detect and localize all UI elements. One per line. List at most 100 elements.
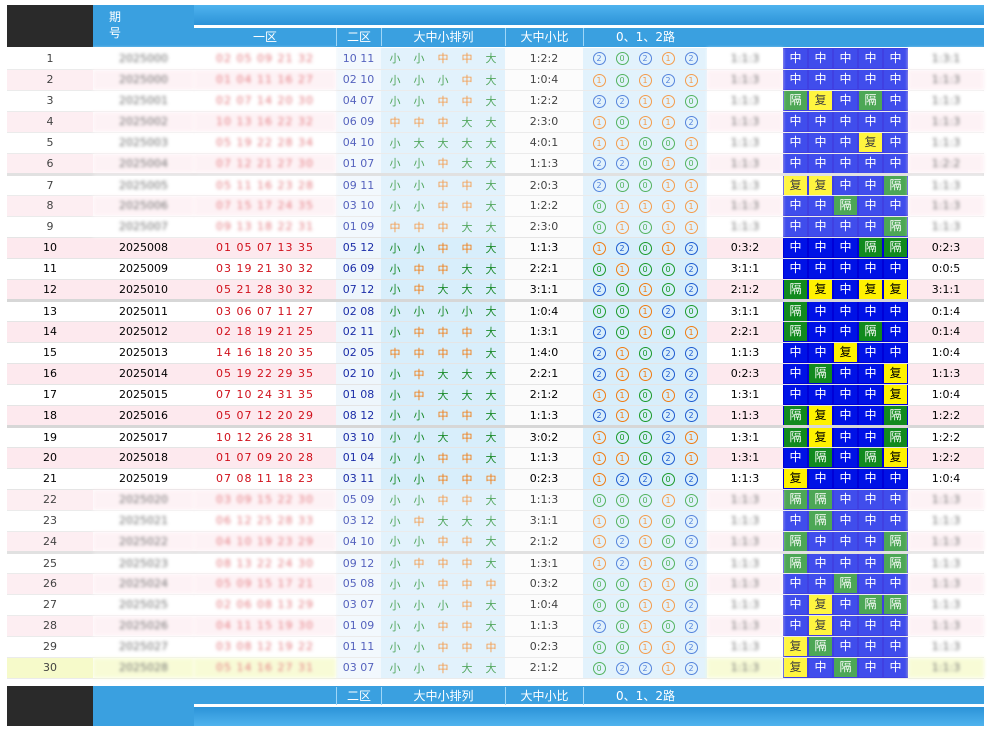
ratio-a-cell: 2:2:1 — [707, 321, 783, 343]
size-ratio-cell: 1:1:3 — [505, 405, 583, 427]
zone2-numbers-cell: 01 08 — [336, 384, 381, 406]
size-mark: 中 — [461, 346, 473, 360]
table-row[interactable]: 18 2025016 05 07 12 20 29 08 12 小小中中大 1:1:3 2 1… — [7, 405, 984, 427]
zone1-numbers-cell: 01 07 09 20 28 — [194, 447, 336, 469]
zone2-numbers-cell: 05 08 — [336, 573, 381, 595]
size-mark: 大 — [485, 409, 497, 422]
table-row[interactable]: 29 2025027 03 08 12 19 22 01 11 小小中中中 0:2:3 0 0… — [7, 636, 984, 658]
size-mark: 中 — [437, 472, 449, 486]
footer-zone2: 二区 — [336, 687, 381, 705]
route-circle-icon: 1 — [684, 220, 698, 234]
table-row[interactable]: 14 2025012 02 18 19 21 25 02 11 小中中中大 1:3:1 2 0… — [7, 321, 984, 343]
zone1-numbers-cell: 07 15 17 24 35 — [194, 195, 336, 217]
table-row[interactable]: 12 2025010 05 21 28 30 32 07 12 小中大大大 3:1:1 2 0… — [7, 279, 984, 301]
route-circle-icon: 0 — [615, 577, 629, 591]
route-circle-icon: 2 — [592, 157, 606, 170]
route-circle-icon: 2 — [592, 179, 606, 192]
size-mark: 中 — [437, 262, 449, 276]
size-mark: 中 — [461, 409, 473, 422]
pattern-tag: 中 — [809, 48, 832, 68]
route-circle-icon: 2 — [592, 367, 606, 381]
pattern-tags-cell: 隔中中中隔 — [783, 550, 908, 574]
table-row[interactable]: 4 2025002 10 13 16 22 32 06 09 中中中大大 2:3:0 1 0 1… — [7, 111, 984, 133]
table-row[interactable]: 2 2025000 01 04 11 16 27 02 10 小小小中大 1:0:4 1 0 1… — [7, 69, 984, 91]
table-row[interactable]: 24 2025022 04 10 19 23 29 04 10 小小中中大 2:1:2 1 2… — [7, 531, 984, 553]
pattern-tag: 中 — [809, 70, 832, 89]
table-row[interactable]: 8 2025006 07 15 17 24 35 03 10 小小中中大 1:2:2 0 1 1… — [7, 195, 984, 217]
route-circle-icon: 2 — [684, 346, 698, 360]
route-circle-icon: 0 — [592, 262, 606, 276]
route-circle-icon: 1 — [638, 305, 652, 318]
pattern-tag: 隔 — [809, 511, 832, 530]
table-row[interactable]: 15 2025013 14 16 18 20 35 02 05 中中中中大 1:4:0 2 1… — [7, 342, 984, 364]
table-row[interactable]: 25 2025023 08 13 22 24 30 09 12 小中中中大 1:3:1 1 2… — [7, 550, 984, 574]
pattern-tag: 中 — [834, 112, 857, 131]
table-row[interactable]: 7 2025005 05 11 16 23 28 09 11 小小中中大 2:0:3 2 0 0… — [7, 172, 984, 196]
size-sequence-cell: 小中中中大 — [381, 321, 505, 343]
size-mark: 小 — [389, 325, 401, 339]
size-mark: 小 — [413, 52, 425, 66]
size-sequence-cell: 小中中大大 — [381, 258, 505, 280]
table-row[interactable]: 19 2025017 10 12 26 28 31 03 10 小小大中大 3:0:2 1 0… — [7, 424, 984, 448]
size-sequence-cell: 小中中中大 — [381, 550, 505, 574]
period-cell: 2025013 — [93, 342, 194, 364]
table-row[interactable]: 13 2025011 03 06 07 11 27 02 08 小小小小大 1:0:4 0 0… — [7, 298, 984, 322]
table-row[interactable]: 30 2025028 05 14 16 27 31 03 07 小小中大大 2:1:2 0 2… — [7, 657, 984, 679]
table-row[interactable]: 20 2025018 01 07 09 20 28 01 04 小小中中大 1:1:3 1 1… — [7, 447, 984, 469]
footer-route: 0、1、2路 — [583, 687, 707, 705]
size-mark: 中 — [437, 535, 449, 548]
pattern-tag: 中 — [859, 112, 882, 131]
table-row[interactable]: 17 2025015 07 10 24 31 35 01 08 小中大大大 2:1:2 1 1… — [7, 384, 984, 406]
table-row[interactable]: 6 2025004 07 12 21 27 30 01 07 小小中大大 1:1:3 2 2 0… — [7, 153, 984, 175]
pattern-tags-cell: 复中中中中 — [783, 468, 908, 490]
table-row[interactable]: 3 2025001 02 07 14 20 30 04 07 小小中中大 1:2:2 2 2 1… — [7, 90, 984, 112]
size-mark: 大 — [437, 431, 449, 444]
ratio-b-cell: 1:2:2 — [908, 424, 984, 448]
size-mark: 中 — [461, 73, 473, 87]
route-circle-icon: 1 — [592, 136, 606, 150]
pattern-tag: 中 — [859, 153, 882, 173]
pattern-tag: 隔 — [834, 196, 857, 215]
size-mark: 大 — [461, 388, 473, 402]
route-circle-icon: 0 — [684, 157, 698, 170]
row-number-cell: 15 — [7, 342, 93, 364]
size-mark: 小 — [389, 179, 401, 192]
pattern-tags-cell: 隔中中中中 — [783, 298, 908, 322]
table-row[interactable]: 22 2025020 03 09 15 22 30 05 09 小小中中大 1:1:3 0 0… — [7, 489, 984, 511]
pattern-tags-cell: 中复中隔隔 — [783, 594, 908, 616]
size-mark: 大 — [485, 367, 497, 381]
period-cell: 2025028 — [93, 657, 194, 679]
route-circle-icon: 2 — [638, 661, 652, 675]
route-circle-icon: 2 — [684, 241, 698, 255]
route-circle-icon: 1 — [638, 367, 652, 381]
zone1-numbers-cell: 02 07 14 20 30 — [194, 90, 336, 112]
table-row[interactable]: 28 2025026 04 11 15 19 30 01 09 小小中中大 1:1:3 2 0… — [7, 615, 984, 637]
table-row[interactable]: 16 2025014 05 19 22 29 35 02 10 小中大大大 2:2:1 2 1… — [7, 363, 984, 385]
table-row[interactable]: 11 2025009 03 19 21 30 32 06 09 小中中大大 2:2:1 0 1… — [7, 258, 984, 280]
period-cell: 2025002 — [93, 111, 194, 133]
table-row[interactable]: 23 2025021 06 12 25 28 33 03 12 小中大大大 3:1:1 1 0… — [7, 510, 984, 532]
size-sequence-cell: 小小中中大 — [381, 405, 505, 427]
size-ratio-cell: 0:2:3 — [505, 636, 583, 658]
table-row[interactable]: 21 2025019 07 08 11 18 23 03 11 小小中中中 0:2:3 1 2… — [7, 468, 984, 490]
route-circle-icon: 0 — [638, 451, 652, 465]
route-circle-icon: 1 — [684, 431, 698, 444]
table-row[interactable]: 27 2025025 02 06 08 13 29 03 07 小小小中大 1:0:4 0 0… — [7, 594, 984, 616]
size-ratio-cell: 3:0:2 — [505, 424, 583, 448]
table-row[interactable]: 9 2025007 09 13 18 22 31 01 09 中中中大大 2:3:0 0 1 0… — [7, 216, 984, 238]
route-circle-icon: 2 — [592, 409, 606, 422]
size-ratio-cell: 0:3:2 — [505, 573, 583, 595]
zone1-numbers-cell: 07 12 21 27 30 — [194, 153, 336, 175]
table-row[interactable]: 5 2025003 05 19 22 28 34 04 10 小大大大大 4:0:1 1 1 0… — [7, 132, 984, 154]
pattern-tags-cell: 隔中中中隔 — [783, 531, 908, 553]
table-row[interactable]: 10 2025008 01 05 07 13 35 05 12 小小中中大 1:1:3 1 2… — [7, 237, 984, 259]
table-row[interactable]: 26 2025024 05 09 15 17 21 05 08 小小中中中 0:3:2 0 0… — [7, 573, 984, 595]
table-row[interactable]: 1 2025000 02 05 09 21 32 10 11 小小中中大 1:2:2 2 0 2… — [7, 48, 984, 70]
ratio-b-cell: 1:1:3 — [908, 573, 984, 595]
size-mark: 小 — [413, 431, 425, 444]
size-mark: 小 — [437, 305, 449, 318]
route-circle-icon: 0 — [592, 577, 606, 591]
size-ratio-cell: 1:1:3 — [505, 615, 583, 637]
